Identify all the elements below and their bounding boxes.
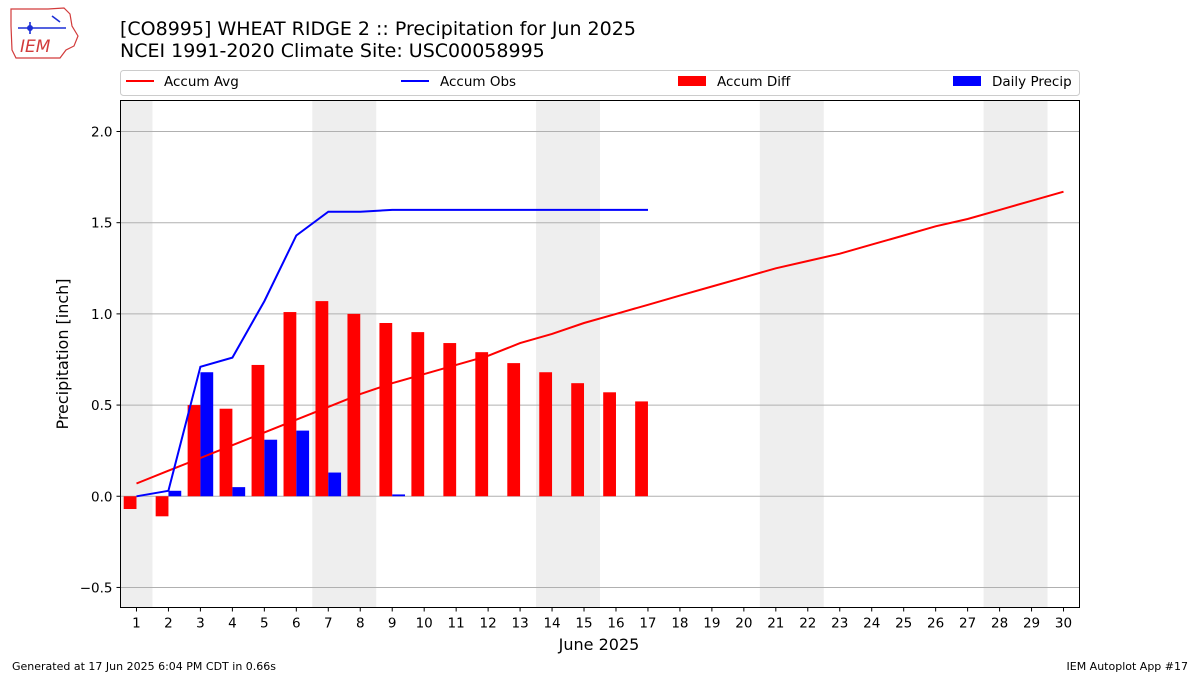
weekend-band-4: [759, 100, 824, 608]
x-tick-label: 17: [639, 616, 656, 632]
x-tick-label: 2: [164, 616, 173, 632]
chart-title: [CO8995] WHEAT RIDGE 2 :: Precipitation …: [120, 18, 636, 40]
logo-text: IEM: [20, 37, 51, 57]
accum-diff-bar: [603, 392, 616, 497]
accum-obs-line: [136, 208, 648, 498]
x-tick-label: 15: [575, 616, 592, 632]
x-tick-label: 29: [1023, 616, 1040, 632]
accum-diff-bar: [283, 312, 297, 497]
legend-label-accum-avg: Accum Avg: [164, 74, 239, 90]
legend-label-accum-diff: Accum Diff: [717, 74, 791, 90]
legend-swatch-accum-diff: [678, 76, 706, 86]
x-tick-label: 5: [260, 616, 269, 632]
iem-logo: IEM: [10, 7, 79, 59]
x-tick-label: 1: [132, 616, 141, 632]
x-tick-label: 18: [671, 616, 688, 632]
x-tick-label: 25: [895, 616, 912, 632]
accum-diff-bar: [475, 352, 489, 497]
x-tick-label: 12: [480, 616, 497, 632]
accum-diff-bar: [155, 496, 169, 517]
daily-precip-bar: [200, 372, 214, 497]
plot-frame: [120, 100, 1080, 608]
accum-diff-bar: [123, 496, 137, 510]
x-tick-label: 8: [356, 616, 365, 632]
daily-precip-bar: [264, 439, 278, 497]
accum-diff-bar: [539, 372, 553, 497]
accum-avg-line: [136, 190, 1064, 485]
legend-swatch-daily-precip: [953, 76, 981, 86]
y-tick-label: 1.5: [91, 216, 112, 232]
weekend-band-3: [536, 100, 600, 608]
legend: Accum Avg Accum Obs Accum Diff Daily Pre…: [120, 70, 1080, 96]
x-tick-label: 3: [196, 616, 205, 632]
x-tick-label: 11: [448, 616, 465, 632]
x-tick-label: 13: [511, 616, 528, 632]
x-tick-label: 16: [607, 616, 624, 632]
footer-generated: Generated at 17 Jun 2025 6:04 PM CDT in …: [12, 660, 276, 673]
x-tick-label: 28: [991, 616, 1008, 632]
accum-diff-bar: [443, 343, 457, 497]
x-tick-label: 27: [959, 616, 976, 632]
footer-app: IEM Autoplot App #17: [1067, 660, 1189, 673]
x-tick-label: 19: [703, 616, 720, 632]
x-tick-label: 7: [324, 616, 333, 632]
daily-precip-bar: [328, 472, 342, 497]
x-tick-label: 6: [292, 616, 301, 632]
x-tick-label: 4: [228, 616, 237, 632]
x-tick-label: 22: [799, 616, 816, 632]
daily-precip-bar: [296, 430, 310, 497]
y-tick-label: −0.5: [80, 580, 113, 596]
legend-label-daily-precip: Daily Precip: [992, 74, 1072, 90]
y-tick-label: 0.5: [91, 398, 112, 414]
x-tick-label: 14: [543, 616, 560, 632]
x-tick-label: 21: [767, 616, 784, 632]
x-tick-label: 9: [388, 616, 397, 632]
legend-label-accum-obs: Accum Obs: [440, 74, 516, 90]
accum-diff-bar: [571, 383, 585, 497]
x-tick-label: 26: [927, 616, 944, 632]
weekend-band-1: [120, 100, 153, 608]
y-tick-label: 1.0: [91, 307, 112, 323]
weekend-band-5: [983, 100, 1048, 608]
x-tick-label: 30: [1055, 616, 1072, 632]
x-tick-label: 23: [831, 616, 848, 632]
y-tick-label: 2.0: [91, 125, 112, 141]
x-axis-label: June 2025: [558, 635, 640, 654]
y-tick-label: 0.0: [91, 489, 112, 505]
x-tick-label: 24: [863, 616, 880, 632]
daily-precip-bar: [232, 487, 246, 497]
daily-precip-bar: [392, 494, 406, 497]
daily-precip-bar: [168, 490, 182, 497]
plot-area: −0.50.00.51.01.52.01 2 3 4 5 6 7 8 9 10 11 12 13 14 15…: [80, 100, 1080, 632]
accum-diff-bar: [347, 313, 361, 497]
accum-diff-bar: [251, 364, 265, 497]
accum-diff-bar: [635, 401, 648, 497]
accum-diff-bar: [411, 332, 425, 497]
chart-subtitle: NCEI 1991-2020 Climate Site: USC00058995: [120, 40, 545, 62]
y-axis-label: Precipitation [inch]: [53, 278, 72, 429]
x-tick-label: 20: [735, 616, 752, 632]
accum-diff-bar: [315, 301, 329, 497]
accum-diff-bar: [379, 322, 393, 497]
x-tick-label: 10: [416, 616, 433, 632]
accum-diff-bar: [187, 405, 201, 497]
accum-diff-bar: [507, 363, 521, 497]
accum-diff-bar: [219, 408, 233, 497]
